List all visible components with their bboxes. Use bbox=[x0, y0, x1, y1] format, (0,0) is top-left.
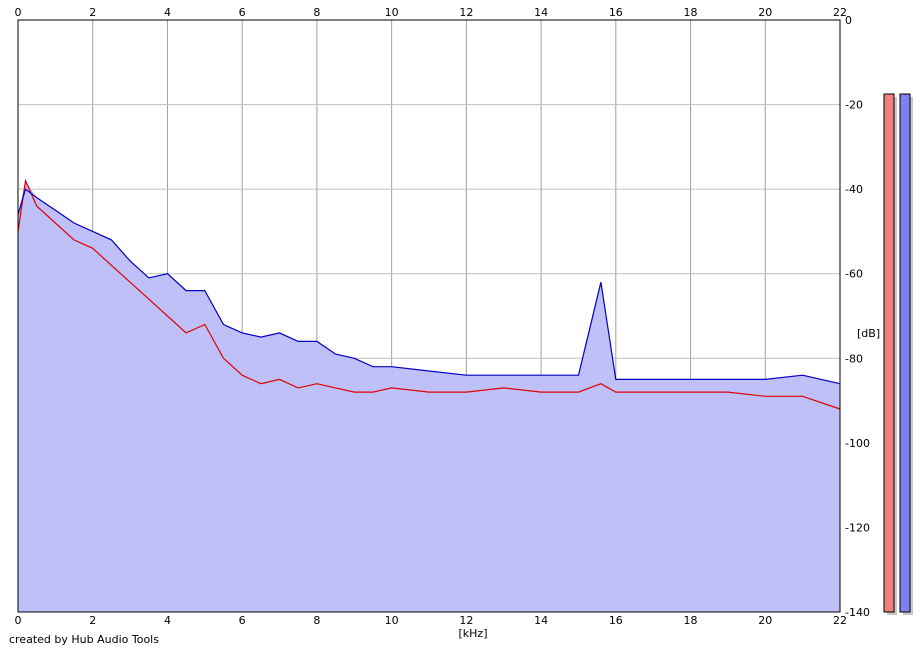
y-ticks-right: 0 -20 -40 -60 -80 -100 -120 -140 bbox=[845, 14, 870, 619]
series-line-0 bbox=[17, 178, 841, 410]
y-tick-label: -60 bbox=[845, 268, 863, 281]
x-tick-label-top: 0 bbox=[15, 6, 22, 19]
x-tick-label-top: 4 bbox=[164, 6, 171, 19]
x-ticks-top: 0 2 4 6 8 10 12 14 16 18 20 22 bbox=[15, 6, 848, 19]
level-meter-1 bbox=[899, 93, 911, 613]
y-tick-label: -100 bbox=[845, 437, 870, 450]
y-tick-label: -40 bbox=[845, 183, 863, 196]
x-tick-label-bottom: 6 bbox=[239, 614, 246, 627]
plot-frame bbox=[17, 19, 841, 613]
x-tick-label-bottom: 18 bbox=[684, 614, 698, 627]
x-tick-label-top: 16 bbox=[609, 6, 623, 19]
x-tick-label-top: 20 bbox=[758, 6, 772, 19]
x-tick-label-top: 18 bbox=[684, 6, 698, 19]
x-tick-label-bottom: 2 bbox=[89, 614, 96, 627]
level-meter-0 bbox=[883, 93, 895, 613]
x-tick-label-top: 12 bbox=[459, 6, 473, 19]
x-tick-label-top: 8 bbox=[313, 6, 320, 19]
x-tick-label-top: 6 bbox=[239, 6, 246, 19]
x-tick-label-bottom: 14 bbox=[534, 614, 548, 627]
x-tick-label-bottom: 16 bbox=[609, 614, 623, 627]
x-tick-label-top: 22 bbox=[833, 6, 847, 19]
x-tick-label-top: 14 bbox=[534, 6, 548, 19]
x-axis-label: [kHz] bbox=[459, 627, 488, 640]
series-lines bbox=[17, 178, 841, 410]
x-tick-label-bottom: 4 bbox=[164, 614, 171, 627]
y-axis-label: [dB] bbox=[857, 327, 880, 340]
footer-credit: created by Hub Audio Tools bbox=[9, 633, 159, 646]
x-tick-label-top: 10 bbox=[385, 6, 399, 19]
x-tick-label-bottom: 22 bbox=[833, 614, 847, 627]
spectrum-fill-area bbox=[18, 180, 840, 612]
series-line-1 bbox=[17, 188, 841, 385]
x-tick-label-bottom: 0 bbox=[15, 614, 22, 627]
y-tick-label: -20 bbox=[845, 99, 863, 112]
x-tick-label-top: 2 bbox=[89, 6, 96, 19]
y-tick-label: 0 bbox=[845, 14, 852, 27]
x-tick-label-bottom: 12 bbox=[459, 614, 473, 627]
y-tick-label: -120 bbox=[845, 521, 870, 534]
y-tick-label: -80 bbox=[845, 352, 863, 365]
y-tick-label: -140 bbox=[845, 606, 870, 619]
x-tick-label-bottom: 10 bbox=[385, 614, 399, 627]
x-tick-label-bottom: 20 bbox=[758, 614, 772, 627]
x-tick-label-bottom: 8 bbox=[313, 614, 320, 627]
x-ticks-bottom: 0 2 4 6 8 10 12 14 16 18 20 22 bbox=[15, 614, 848, 627]
level-meters bbox=[883, 93, 913, 615]
